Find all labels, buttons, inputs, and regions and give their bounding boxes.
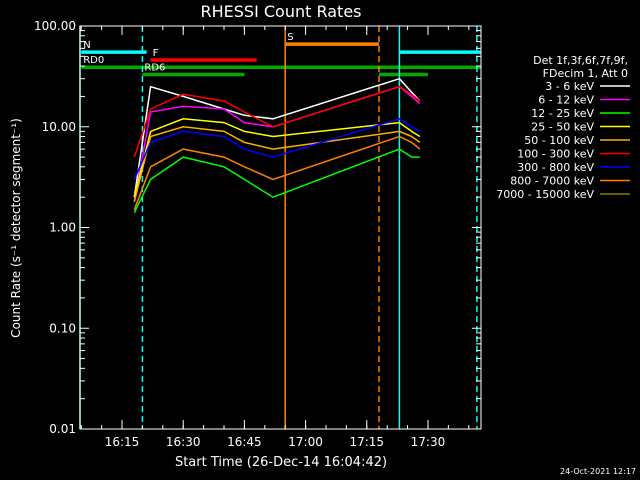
legend-header-text: Det 1f,3f,6f,7f,9f,: [533, 54, 628, 67]
y-tick-label: 100.00: [34, 19, 76, 33]
legend-label: 300 - 800 keV: [517, 161, 594, 174]
legend-label: 6 - 12 keV: [538, 94, 594, 107]
y-axis-label: Count Rate (s⁻¹ detector segment⁻¹): [9, 118, 23, 338]
y-axis: 0.01 0.10 1.00 10.00 100.00: [34, 19, 481, 436]
series-line: [133, 85, 421, 202]
x-tick-label: 16:45: [227, 435, 262, 449]
footer-timestamp: 24-Oct-2021 12:17: [560, 467, 636, 476]
x-tick-label: 17:30: [411, 435, 446, 449]
x-tick-label: 17:15: [349, 435, 384, 449]
y-tick-label: 0.01: [49, 422, 76, 436]
legend-label: 100 - 300 keV: [517, 148, 594, 161]
legend-label: 3 - 6 keV: [545, 80, 594, 93]
series-line: [133, 148, 420, 214]
y-tick-label: 0.10: [49, 321, 76, 335]
series-line: [133, 85, 421, 158]
chart-title: RHESSI Count Rates: [201, 2, 362, 21]
flag-label: S: [287, 32, 293, 43]
x-tick-label: 16:30: [166, 435, 201, 449]
series-line: [133, 118, 421, 198]
flag-label: RD0: [83, 55, 104, 66]
series-line: [133, 77, 421, 198]
legend-label: 12 - 25 keV: [531, 107, 594, 120]
legend: Det 1f,3f,6f,7f,9f,FDecim 1, Att 03 - 6 …: [496, 54, 630, 201]
series-lines: [133, 77, 421, 214]
flag-label: RD6: [144, 63, 165, 74]
flag-label: F: [153, 48, 159, 59]
legend-header-text: FDecim 1, Att 0: [543, 67, 628, 80]
x-tick-label: 17:00: [288, 435, 323, 449]
x-tick-label: 16:15: [105, 435, 140, 449]
series-line: [133, 126, 421, 202]
legend-label: 7000 - 15000 keV: [496, 188, 594, 201]
legend-label: 50 - 100 keV: [524, 134, 594, 147]
series-line: [133, 117, 421, 180]
flag-label: N: [83, 40, 90, 51]
y-tick-label: 10.00: [42, 120, 76, 134]
x-axis-label: Start Time (26-Dec-14 16:04:42): [175, 455, 387, 470]
series-line: [133, 135, 421, 211]
legend-label: 800 - 7000 keV: [510, 175, 594, 188]
legend-label: 25 - 50 keV: [531, 121, 594, 134]
y-tick-label: 1.00: [49, 221, 76, 235]
flag-bars: N S F RD0 RD6: [81, 32, 481, 77]
x-axis: 16:15 16:30 16:45 17:00 17:15 17:30: [80, 26, 470, 449]
